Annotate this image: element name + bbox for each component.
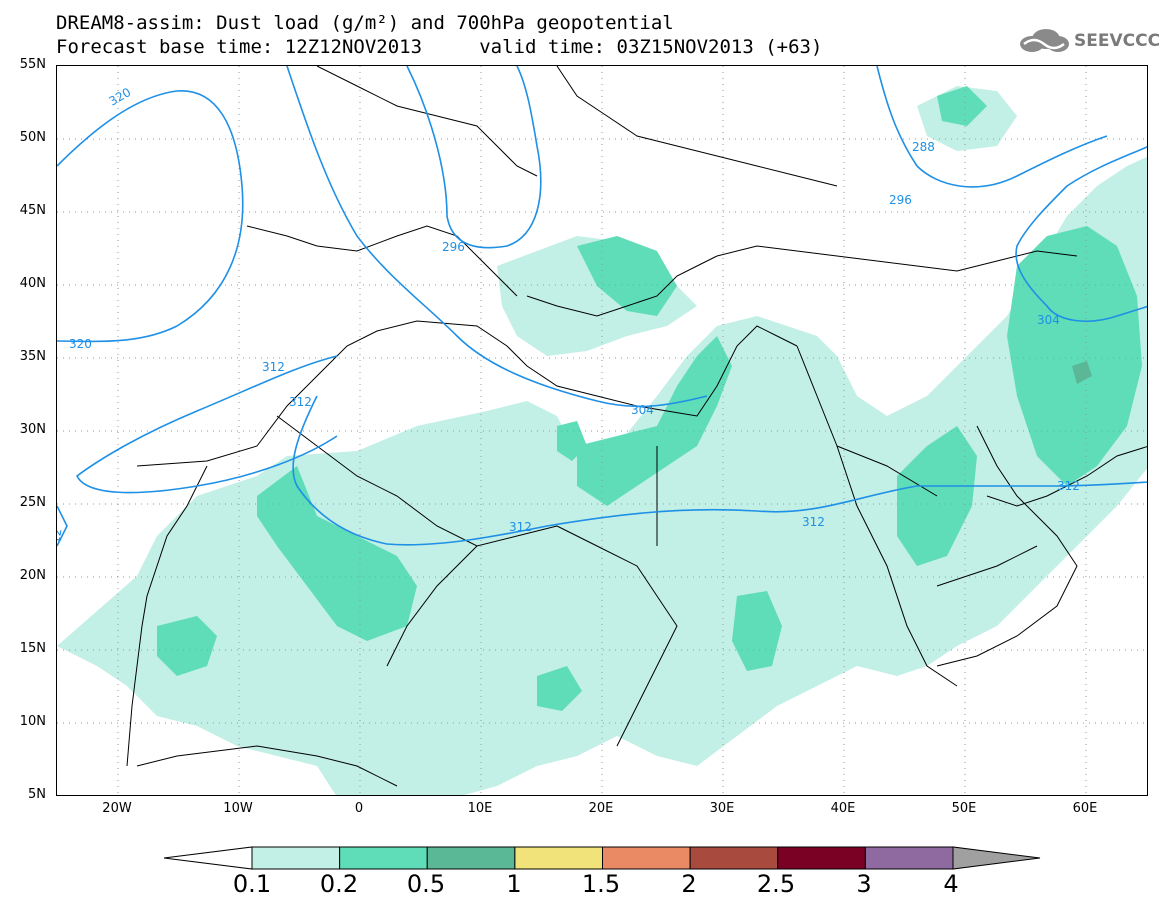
lon-label: 20W [102, 801, 132, 816]
lat-label: 35N [19, 349, 46, 364]
colorbar-label: 1 [506, 870, 522, 898]
colorbar-boxes [251, 846, 954, 870]
dust-load-dark [1072, 361, 1092, 384]
dust-load-mid [157, 86, 1142, 711]
coastlines [126, 66, 1147, 787]
lat-label: 50N [19, 130, 46, 145]
lat-label: 40N [19, 276, 46, 291]
colorbar-label: 2 [681, 870, 697, 898]
lon-label: 60E [1072, 801, 1098, 816]
contour-label: 312 [289, 395, 312, 409]
lat-label: 10N [19, 714, 46, 729]
colorbar-label: 1.5 [581, 870, 621, 898]
contour-label: 312 [802, 515, 825, 529]
lon-label: 40E [830, 801, 856, 816]
contour-label: 312 [509, 520, 532, 534]
colorbar-box [689, 846, 779, 870]
map-svg: 320 296 288 296 320 312 312 304 304 312 … [57, 66, 1147, 795]
contour-label: 320 [69, 337, 92, 351]
map-area: 320 296 288 296 320 312 312 304 304 312 … [56, 65, 1148, 796]
lon-label: 20E [588, 801, 614, 816]
colorbar-box [426, 846, 516, 870]
colorbar-box [864, 846, 954, 870]
geopotential-contours [57, 66, 1147, 547]
contour-label: 296 [889, 193, 912, 207]
contour-label: 312 [1057, 479, 1080, 493]
lon-label: 30E [709, 801, 735, 816]
colorbar-label: 0.1 [232, 870, 272, 898]
cloud-logo-icon [1020, 29, 1069, 52]
colorbar-box [514, 846, 603, 870]
lat-label: 30N [19, 422, 46, 437]
colorbar-box [602, 846, 691, 870]
contour-label: 304 [1037, 313, 1060, 327]
lon-label: 0 [354, 801, 364, 816]
lon-label: 10W [223, 801, 253, 816]
logo-text: SEEVCCC [1074, 31, 1161, 51]
colorbar-under-triangle [163, 846, 253, 870]
lat-label: 25N [19, 495, 46, 510]
colorbar [163, 846, 1041, 870]
seevccc-logo: SEEVCCC [1018, 28, 1160, 54]
colorbar-box [339, 846, 428, 870]
contour-label: 12 [57, 527, 65, 544]
map-title: DREAM8-assim: Dust load (g/m²) and 700hP… [56, 12, 674, 34]
colorbar-label: 0.5 [406, 870, 446, 898]
lat-label: 45N [19, 203, 46, 218]
lat-label: 15N [19, 641, 46, 656]
lat-label: 55N [19, 57, 46, 72]
lat-lon-grid [57, 66, 1147, 795]
contour-label: 296 [442, 240, 465, 254]
forecast-time-subtitle: Forecast base time: 12Z12NOV2013 valid t… [56, 36, 823, 58]
colorbar-label: 0.2 [319, 870, 359, 898]
lat-label: 20N [19, 568, 46, 583]
colorbar-box [251, 846, 341, 870]
lon-label: 50E [951, 801, 977, 816]
colorbar-label: 3 [856, 870, 872, 898]
contour-label: 320 [107, 85, 134, 109]
colorbar-label: 2.5 [756, 870, 796, 898]
contour-label: 288 [912, 140, 935, 154]
colorbar-box [777, 846, 866, 870]
lat-label: 5N [28, 787, 46, 802]
lon-label: 10E [467, 801, 493, 816]
colorbar-label: 4 [943, 870, 959, 898]
contour-label: 304 [631, 403, 654, 417]
colorbar-over-triangle [952, 846, 1041, 870]
contour-label: 312 [262, 360, 285, 374]
contour-labels: 320 296 288 296 320 312 312 304 304 312 … [57, 85, 1080, 545]
